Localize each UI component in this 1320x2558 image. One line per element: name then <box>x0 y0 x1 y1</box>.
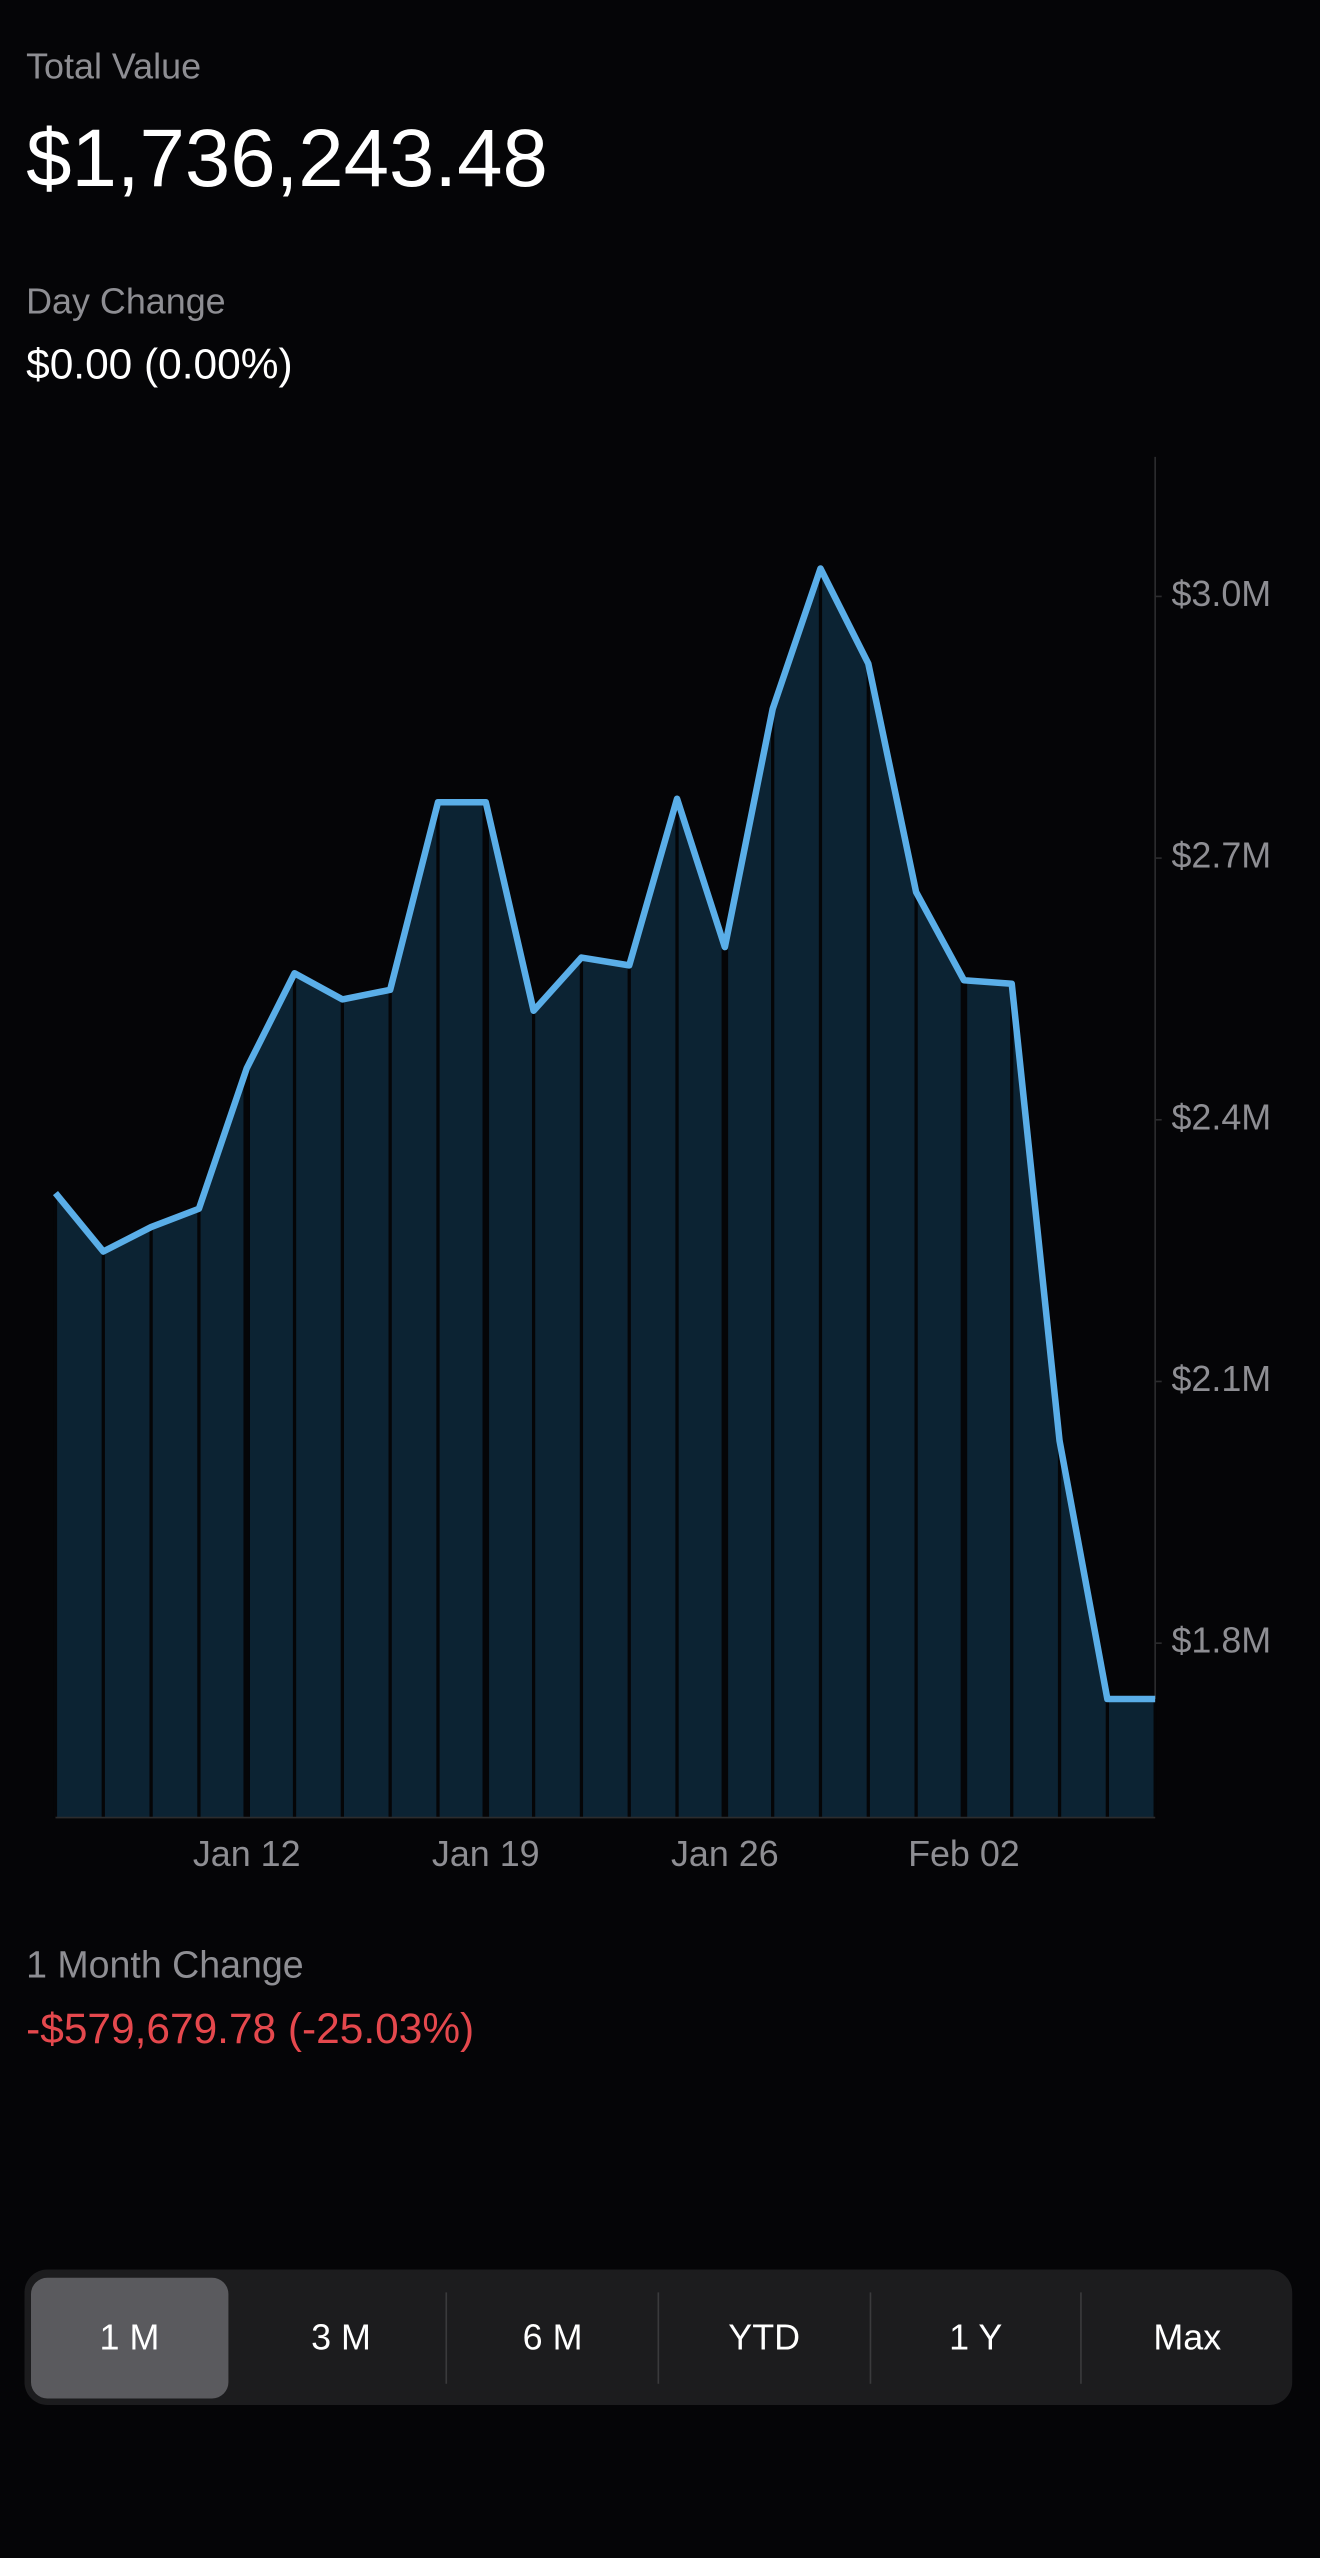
month-change-value: -$579,679.78 (-25.03%) <box>26 2003 475 2053</box>
chart: $1.8M $2.1M $2.4M $2.7M $3.0M Jan 12 Jan 19 Jan… <box>52 456 1271 1874</box>
range-selector: 1 M 3 M 6 M YTD 1 Y Max <box>24 2269 1293 2405</box>
divider <box>869 2291 871 2383</box>
divider <box>1080 2291 1083 2383</box>
y-tick-label: $2.4M <box>1171 1097 1271 1137</box>
divider <box>657 2291 660 2383</box>
month-change-label: 1 Month Change <box>26 1943 304 1986</box>
x-tick-label: Feb 02 <box>908 1834 1020 1874</box>
x-tick-label: Jan 12 <box>193 1834 301 1874</box>
range-option[interactable]: 1 M <box>31 2276 228 2398</box>
y-tick-label: $2.7M <box>1171 836 1271 876</box>
range-option[interactable]: 3 M <box>311 2316 371 2357</box>
area-fill <box>55 568 1156 1818</box>
range-option[interactable]: 1 Y <box>949 2316 1003 2357</box>
total-value: $1,736,243.48 <box>26 112 548 204</box>
y-tick-label: $1.8M <box>1171 1621 1271 1661</box>
divider <box>445 2291 448 2383</box>
y-tick-label: $2.1M <box>1171 1359 1271 1399</box>
day-change-label: Day Change <box>26 280 226 322</box>
range-option[interactable]: YTD <box>728 2316 801 2357</box>
y-tick-label: $3.0M <box>1171 574 1271 614</box>
total-label: Total Value <box>26 45 202 87</box>
range-option[interactable]: Max <box>1153 2316 1222 2357</box>
range-option[interactable]: 6 M <box>522 2316 583 2357</box>
x-tick-label: Jan 26 <box>671 1834 779 1874</box>
day-change-value: $0.00 (0.00%) <box>26 339 293 389</box>
value-line <box>52 565 1156 1703</box>
x-tick-label: Jan 19 <box>432 1834 540 1874</box>
